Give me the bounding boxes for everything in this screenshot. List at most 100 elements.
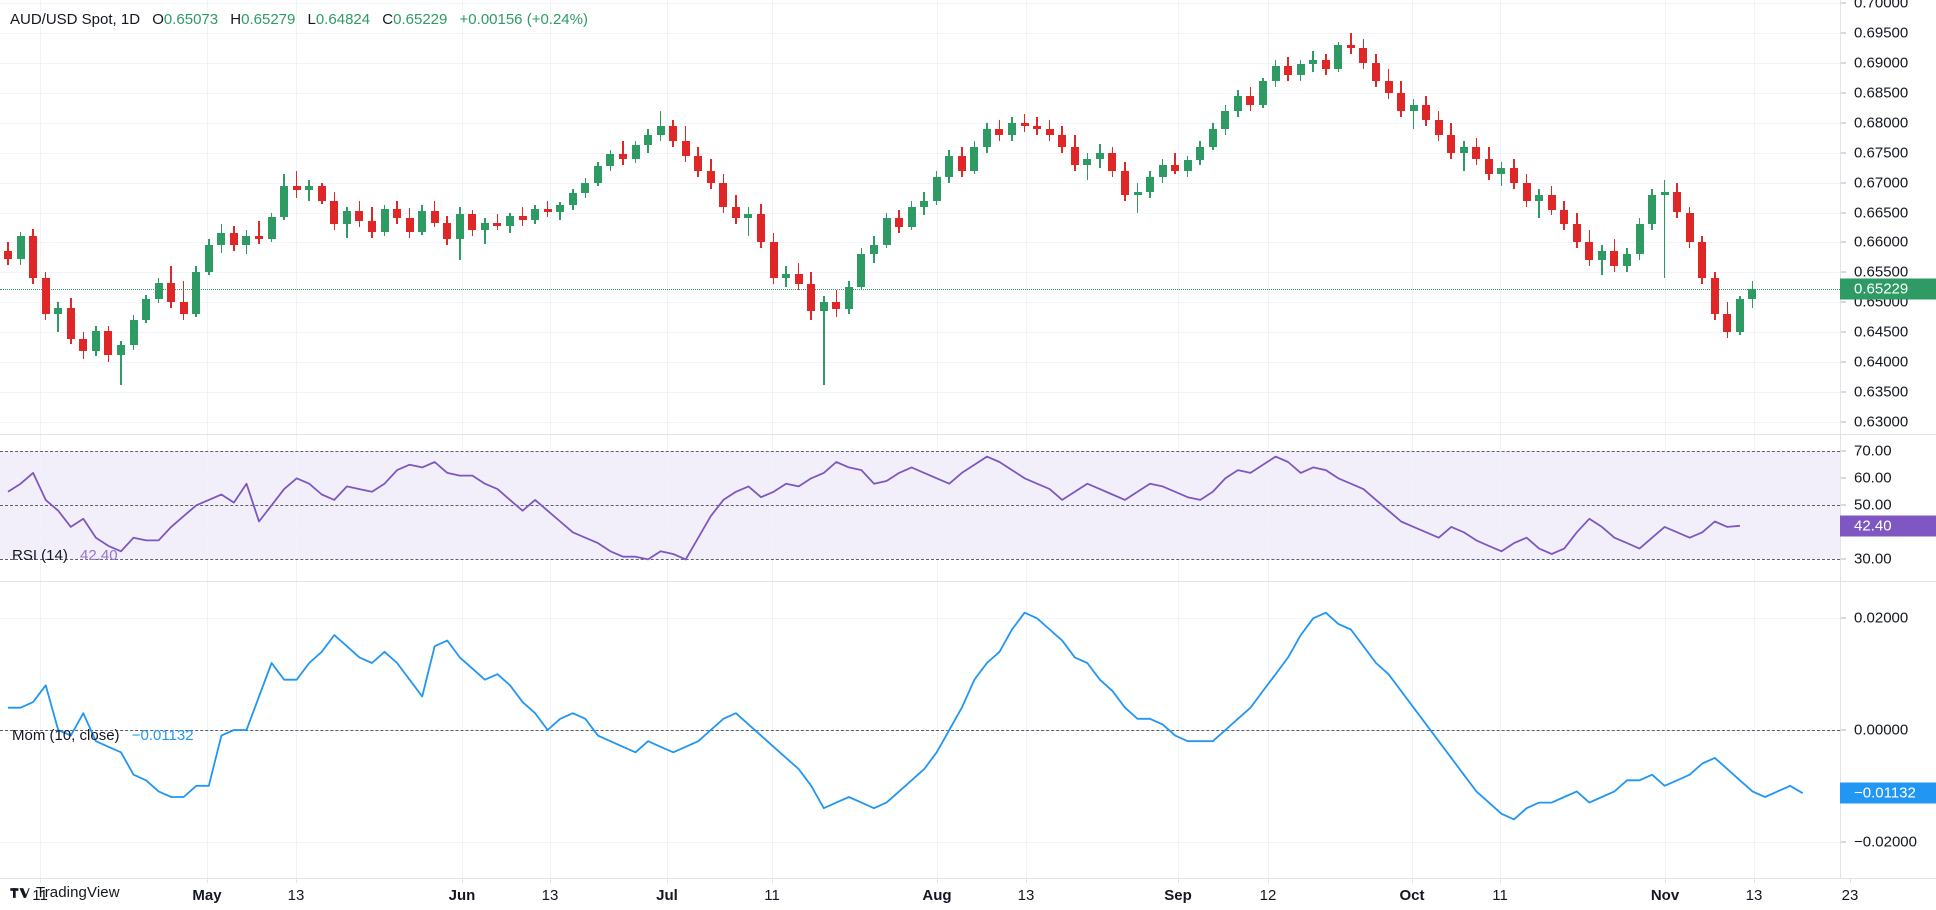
candle-body [1610,251,1619,267]
rsi-gridline-vertical [1754,435,1755,581]
rsi-pane[interactable] [0,435,1840,581]
rsi-value-badge[interactable]: 42.40 [1840,515,1936,537]
candle-body [882,218,891,246]
rsi-gridline-vertical [1268,435,1269,581]
momentum-axis-tick-label: 0.00000 [1854,721,1909,739]
candle-body [1384,80,1393,93]
candle-body [769,242,778,279]
price-gridline-vertical [1754,0,1755,434]
candle-body [1271,65,1280,81]
momentum-gridline [0,618,1840,619]
candle-wick [1086,152,1089,180]
low-label: L [307,11,316,28]
momentum-legend[interactable]: Mom (10, close) −0.01132 [12,727,194,744]
candle-body [493,222,502,226]
candle-body [719,182,728,207]
rsi-gridline-vertical [1500,435,1501,581]
candle-wick [308,179,310,201]
last-price-badge[interactable]: 0.65229 [1840,278,1936,300]
time-axis-month-label: Aug [922,887,952,904]
candle-body [1246,95,1255,105]
price-gridline [0,183,1840,184]
pane-separator-rsi-mom[interactable] [0,581,1936,582]
candle-body [66,308,75,340]
time-axis-tick [550,879,551,883]
momentum-value-badge[interactable]: −0.01132 [1840,782,1936,804]
price-axis-tick-label: 0.64500 [1854,323,1909,341]
price-gridline-vertical [937,0,938,434]
candle-body [116,345,125,355]
candle-body [229,233,238,246]
time-axis-tick [40,879,41,883]
candle-wick [1174,152,1176,174]
candle-body [1723,314,1732,333]
candle-body [1447,134,1456,153]
rsi-legend[interactable]: RSI (14) 42.40 [12,547,118,564]
candle-body [606,153,615,166]
price-axis-tick-label: 0.63500 [1854,383,1909,401]
candle-body [556,205,565,213]
candle-body [1560,209,1569,225]
axis-tick [1841,122,1846,124]
candle-wick [496,213,499,231]
time-axis-month-label: Nov [1650,887,1680,904]
tradingview-watermark[interactable]: TradingView [10,884,120,901]
rsi-gridline-vertical [772,435,773,581]
rsi-title: RSI (14) [12,547,68,564]
candle-body [1547,194,1556,210]
price-legend[interactable]: AUD/USD Spot, 1D O0.65073 H0.65279 L0.64… [10,11,588,28]
rsi-gridline-vertical [1412,435,1413,581]
candle-body [267,217,276,240]
candle-body [468,213,477,231]
rsi-axis-tick-label: 50.00 [1854,496,1892,514]
rsi-line-series [7,455,1740,561]
candle-body [1409,104,1418,111]
candle-body [1045,128,1054,135]
candle-body [4,251,12,260]
axis-tick [1841,182,1846,184]
candle-body [192,272,201,315]
candle-body [656,125,665,135]
axis-tick [1841,504,1846,506]
price-pane[interactable] [0,0,1840,434]
candle-body [1208,128,1217,147]
high-value: 0.65279 [241,11,296,28]
momentum-zero-line [0,730,1840,731]
time-axis-tick [207,879,208,883]
candle-wick [1350,32,1352,54]
price-axis-tick-label: 0.67000 [1854,174,1909,192]
time-axis[interactable]: 11 May 13 Jun 13 Jul 11 Aug 13 Sep 12 Oct 11 Nov 13 23 [0,878,1936,910]
time-axis-day-label: 13 [1745,887,1763,904]
candle-body [1371,62,1380,81]
candle-body [1510,167,1518,183]
candle-body [1346,44,1355,48]
price-gridline-vertical [207,0,208,434]
price-axis[interactable]: 0.70000 0.69500 0.69000 0.68500 0.68000 0.675… [1840,0,1936,878]
time-axis-tick [1754,879,1755,883]
price-axis-tick-label: 0.67500 [1854,144,1909,162]
candle-body [543,208,552,213]
axis-tick [1841,241,1846,243]
candle-body [167,283,176,303]
price-gridline-vertical [1026,0,1027,434]
price-axis-tick-label: 0.63000 [1854,413,1909,431]
candle-body [1120,170,1129,195]
rsi-gridline-vertical [40,435,41,581]
candle-body [1635,224,1644,255]
candle-body [1033,125,1042,129]
price-gridline [0,332,1840,333]
price-gridline [0,272,1840,273]
candle-body [1070,146,1079,165]
candle-body [1108,152,1117,171]
price-axis-tick-label: 0.65500 [1854,263,1909,281]
pane-separator-price-rsi[interactable] [0,434,1936,435]
change-percent: (+0.24%) [526,11,588,28]
price-gridline [0,422,1840,423]
momentum-pane[interactable] [0,582,1840,878]
candle-wick [120,341,122,385]
candle-body [342,211,351,225]
candle-body [1146,176,1155,192]
candle-body [1321,59,1330,69]
price-axis-tick-label: 0.64000 [1854,353,1909,371]
rsi-gridline-vertical [550,435,551,581]
